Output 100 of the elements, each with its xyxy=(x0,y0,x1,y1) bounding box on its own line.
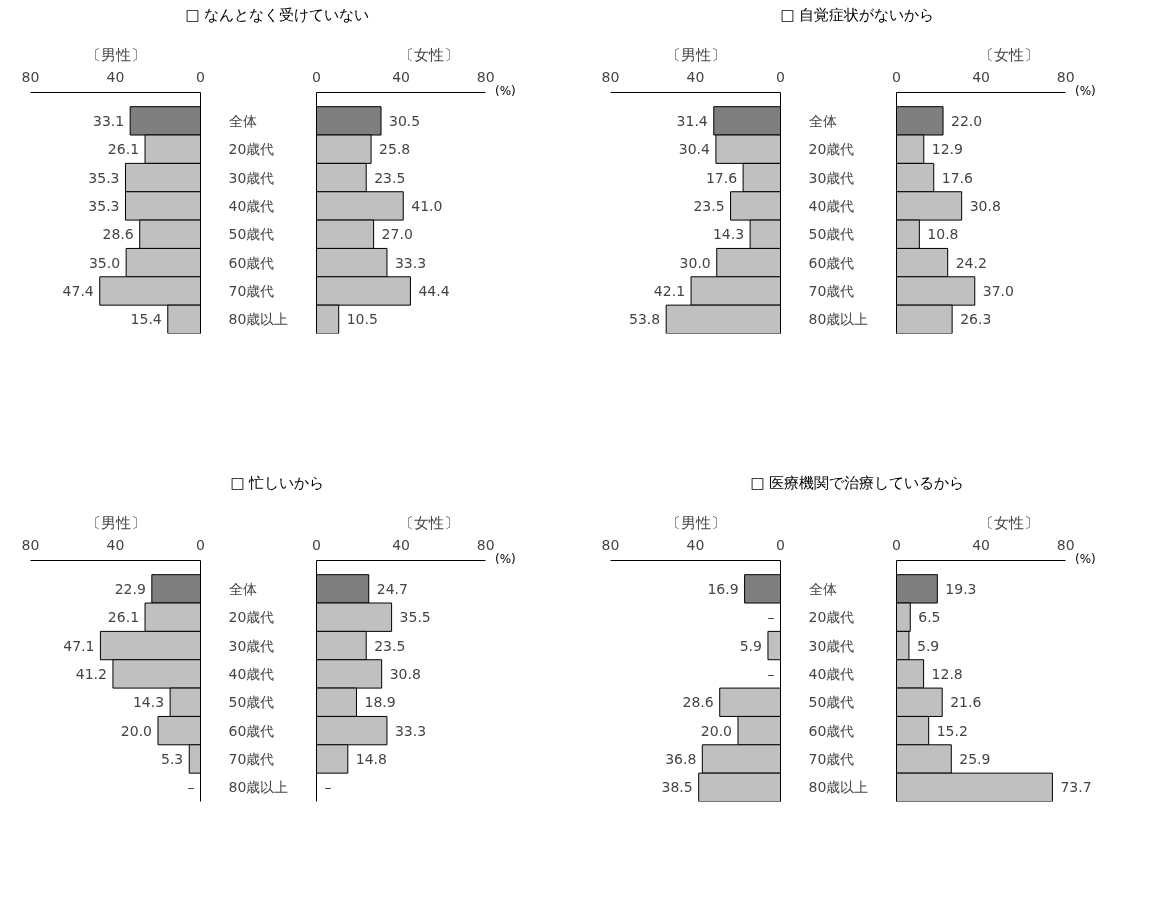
data-label: 5.9 xyxy=(916,637,940,654)
x-tick-label: 0 xyxy=(312,536,321,553)
data-label: 5.9 xyxy=(739,637,762,654)
x-tick-label: 0 xyxy=(892,68,901,85)
y-tick-label: 80歳以上 xyxy=(808,779,869,796)
text: (%) xyxy=(1075,83,1096,100)
data-label: 33.3 xyxy=(394,254,427,271)
x-tick-label: 80 xyxy=(601,68,620,85)
y-tick-label: 20歳代 xyxy=(228,609,275,626)
x-tick-label: 80 xyxy=(21,536,40,553)
data-label: 25.9 xyxy=(959,750,991,767)
x-tick-label: 40 xyxy=(686,536,705,553)
data-label: 12.8 xyxy=(931,665,963,682)
y-tick-label: 30歳代 xyxy=(808,637,855,654)
data-label: 26.1 xyxy=(107,141,140,158)
data-label: 17.6 xyxy=(941,169,973,186)
data-label: 73.7 xyxy=(1060,779,1092,796)
text: – xyxy=(187,779,195,796)
y-tick-label: 20歳代 xyxy=(808,141,855,158)
y-tick-label: 50歳代 xyxy=(808,226,855,243)
x-tick-label: 40 xyxy=(106,536,125,553)
x-tick-label: 40 xyxy=(972,536,991,553)
chart-subtitle: 〔男性〕 xyxy=(85,45,146,64)
y-tick-label: 40歳代 xyxy=(808,665,855,682)
x-tick-label: 0 xyxy=(892,536,901,553)
x-tick-label: 40 xyxy=(686,68,705,85)
data-label: 33.1 xyxy=(92,112,125,129)
y-tick-label: 全体 xyxy=(808,112,837,129)
y-tick-label: 80歳以上 xyxy=(808,311,869,328)
chart-subtitle: 〔女性〕 xyxy=(398,45,459,64)
y-tick-label: 70歳代 xyxy=(808,750,855,767)
data-label: 35.0 xyxy=(88,254,121,271)
data-label: 19.3 xyxy=(945,580,977,597)
data-label: 36.8 xyxy=(665,750,697,767)
data-label: 35.3 xyxy=(88,197,120,214)
data-label: 5.3 xyxy=(160,750,184,767)
x-tick-label: 80 xyxy=(1056,68,1075,85)
data-label: 47.4 xyxy=(62,282,94,299)
y-tick-label: 50歳代 xyxy=(228,226,275,243)
data-label: 35.5 xyxy=(399,609,431,626)
y-tick-label: 全体 xyxy=(228,580,257,597)
data-label: 10.8 xyxy=(927,226,959,243)
y-tick-label: 80歳以上 xyxy=(228,779,289,796)
y-tick-label: 60歳代 xyxy=(228,722,275,739)
data-label: 16.9 xyxy=(707,580,739,597)
data-label: 22.9 xyxy=(114,580,146,597)
data-label: 24.2 xyxy=(955,254,987,271)
y-tick-label: 40歳代 xyxy=(228,197,275,214)
data-label: 30.0 xyxy=(679,254,711,271)
y-tick-label: 全体 xyxy=(228,112,257,129)
x-tick-label: 40 xyxy=(972,68,991,85)
x-tick-label: 40 xyxy=(392,68,411,85)
x-tick-label: 0 xyxy=(776,536,785,553)
text: – xyxy=(767,665,775,682)
y-tick-label: 70歳代 xyxy=(228,750,275,767)
y-tick-label: 20歳代 xyxy=(228,141,275,158)
text: (%) xyxy=(495,551,516,568)
data-label: 26.3 xyxy=(960,311,992,328)
y-tick-label: 60歳代 xyxy=(808,254,855,271)
data-label: 41.0 xyxy=(411,197,443,214)
data-label: 44.4 xyxy=(418,282,450,299)
y-tick-label: 60歳代 xyxy=(808,722,855,739)
y-tick-label: 40歳代 xyxy=(808,197,855,214)
x-tick-label: 0 xyxy=(312,68,321,85)
data-label: 25.8 xyxy=(379,141,411,158)
chart-subtitle: 〔女性〕 xyxy=(398,513,459,532)
y-tick-label: 50歳代 xyxy=(228,694,275,711)
data-label: 30.5 xyxy=(389,112,421,129)
y-tick-label: 30歳代 xyxy=(228,169,275,186)
data-label: 41.2 xyxy=(75,665,107,682)
data-label: 47.1 xyxy=(63,637,95,654)
text: (%) xyxy=(495,83,516,100)
text: – xyxy=(324,779,332,796)
data-label: 33.3 xyxy=(394,722,427,739)
data-label: 30.8 xyxy=(389,665,421,682)
data-label: 15.4 xyxy=(130,311,162,328)
x-tick-label: 0 xyxy=(196,536,205,553)
data-label: 10.5 xyxy=(346,311,378,328)
y-tick-label: 70歳代 xyxy=(808,282,855,299)
x-tick-label: 0 xyxy=(776,68,785,85)
x-tick-label: 80 xyxy=(1056,536,1075,553)
text: □ 自覚症状がないから xyxy=(780,5,935,26)
data-label: 24.7 xyxy=(376,580,408,597)
data-label: 14.3 xyxy=(132,694,165,711)
data-label: 23.5 xyxy=(374,637,406,654)
text: (%) xyxy=(1075,551,1096,568)
text: – xyxy=(767,609,775,626)
x-tick-label: 80 xyxy=(476,68,495,85)
y-tick-label: 80歳以上 xyxy=(228,311,289,328)
data-label: 31.4 xyxy=(676,112,708,129)
x-tick-label: 80 xyxy=(476,536,495,553)
data-label: 23.5 xyxy=(374,169,406,186)
data-label: 23.5 xyxy=(693,197,725,214)
chart-subtitle: 〔女性〕 xyxy=(978,513,1039,532)
x-tick-label: 40 xyxy=(106,68,125,85)
data-label: 26.1 xyxy=(107,609,140,626)
data-label: 18.9 xyxy=(364,694,396,711)
data-label: 17.6 xyxy=(705,169,738,186)
data-label: 27.0 xyxy=(381,226,413,243)
text: □ 忙しいから xyxy=(230,473,325,494)
